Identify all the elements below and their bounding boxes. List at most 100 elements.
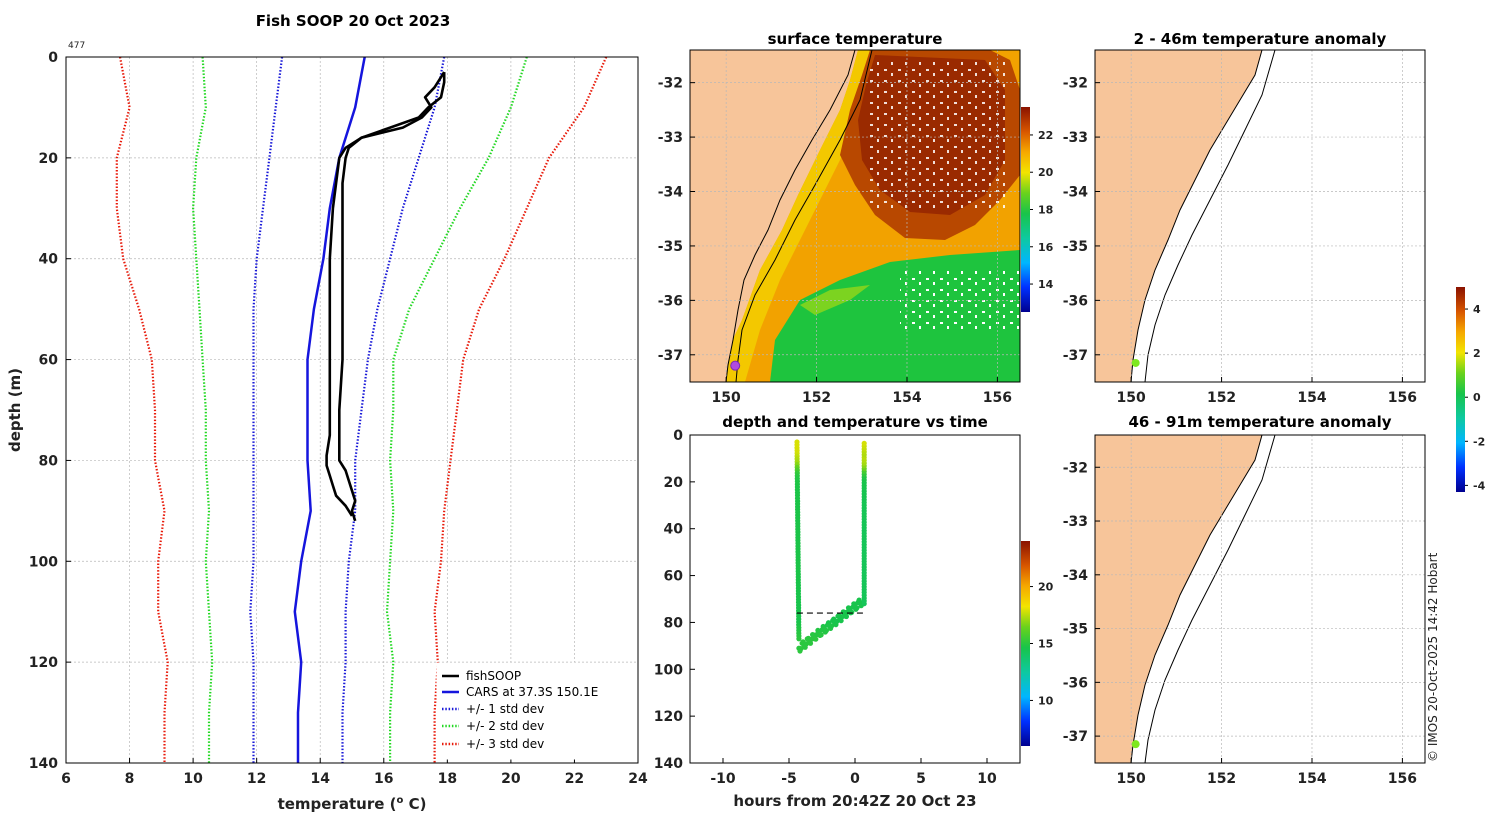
anom-lower-field <box>1095 435 1276 763</box>
dt-ytick-label: 40 <box>664 522 684 538</box>
map-xtick-label: 152 <box>1207 771 1236 787</box>
map-xtick-label: 152 <box>802 390 831 406</box>
dt-title: depth and temperature vs time <box>722 413 988 431</box>
profile-xtick-label: 14 <box>310 771 330 787</box>
dt-ytick-label: 60 <box>664 569 684 585</box>
anom-lower-axes <box>1094 434 1426 764</box>
anom-lower-coastline <box>1095 435 1263 763</box>
sst-coastline <box>690 50 856 382</box>
dt-axes <box>689 434 1021 764</box>
anom-upper-field <box>1095 50 1276 382</box>
sst-isobath <box>735 50 873 382</box>
dt-xlabel: hours from 20:42Z 20 Oct 23 <box>733 792 976 810</box>
profile-xtick-label: 8 <box>125 771 135 787</box>
sst-site-marker <box>730 360 741 371</box>
sst-front <box>800 285 870 315</box>
profile-xtick-label: 18 <box>438 771 457 787</box>
dt-ytick-label: 0 <box>673 428 683 444</box>
profile-xlabel: temperature (o C) <box>278 795 427 813</box>
profile-ytick-label: 60 <box>39 353 59 369</box>
map-ytick-label: -35 <box>1063 622 1088 638</box>
map-ytick-label: -37 <box>1063 729 1088 745</box>
profile-xtick-label: 12 <box>247 771 266 787</box>
colorbar-tick-label: 10 <box>1038 694 1054 707</box>
anom-upper-ticks: 150 152 154 156 -32 -33 -34 -35 -36 -37 <box>1063 76 1417 406</box>
profile-xticks: 6 8 10 12 14 16 18 20 22 24 <box>61 758 648 787</box>
anom-lower-site-marker <box>1131 740 1140 749</box>
legend-label-cars: CARS at 37.3S 150.1E <box>466 685 598 699</box>
sst-grid <box>690 50 1020 382</box>
dt-sample-point <box>798 646 804 652</box>
sst-title: surface temperature <box>768 30 943 48</box>
profile-xtick-label: 6 <box>61 771 71 787</box>
map-ytick-label: -36 <box>658 293 683 309</box>
copyright-text: © IMOS 20-Oct-2025 14:42 Hobart <box>1426 552 1440 762</box>
anom-upper-isobath <box>1144 50 1276 382</box>
anom-upper-site-marker <box>1131 358 1140 367</box>
legend-label-std1: +/- 1 std dev <box>466 702 544 716</box>
dt-plot <box>794 439 867 654</box>
colorbar-tick-label: 20 <box>1038 166 1054 179</box>
profile-xtick-label: 22 <box>565 771 584 787</box>
map-ytick-label: -35 <box>1063 239 1088 255</box>
profile-xtick-label: 10 <box>183 771 203 787</box>
colorbar-tick-label: 15 <box>1038 638 1053 651</box>
series-std3-upper <box>433 56 608 763</box>
map-xtick-label: 150 <box>1117 771 1146 787</box>
series-std2-upper <box>385 56 528 763</box>
dt-sample-point <box>838 618 844 624</box>
profile-axes <box>65 56 639 764</box>
anom-lower-ticks: 150 152 154 156 -32 -33 -34 -35 -36 -37 <box>1063 460 1417 787</box>
map-ytick-label: -36 <box>1063 675 1088 691</box>
dt-sample-point <box>849 609 855 615</box>
colorbar-tick-label: 4 <box>1473 303 1481 316</box>
map-ytick-label: -35 <box>658 239 683 255</box>
dt-sample-point <box>807 640 814 646</box>
map-xtick-label: 150 <box>712 390 741 406</box>
sst-colorbar-ticks: 22 20 18 16 14 <box>1030 129 1054 291</box>
dt-ytick-label: 20 <box>664 475 684 491</box>
dt-colorbar <box>1021 541 1030 746</box>
map-ytick-label: -32 <box>658 76 683 92</box>
map-ytick-label: -37 <box>658 348 683 364</box>
dt-xtick-label: 5 <box>916 771 926 787</box>
series-std2-lower <box>192 56 214 763</box>
anomaly-colorbar-ticks: 4 2 0 -2 -4 <box>1465 303 1486 492</box>
dt-xtick-label: -10 <box>710 771 736 787</box>
map-ytick-label: -34 <box>658 185 684 201</box>
dt-sample-point <box>829 623 835 629</box>
map-xtick-label: 154 <box>1297 771 1326 787</box>
anom-upper-coastline <box>1095 50 1263 382</box>
colorbar-tick-label: 16 <box>1038 241 1054 254</box>
dt-xtick-label: -5 <box>781 771 797 787</box>
legend-label-std2: +/- 2 std dev <box>466 719 544 733</box>
map-xtick-label: 154 <box>892 390 921 406</box>
dt-ytick-label: 80 <box>664 615 684 631</box>
series-std1-lower <box>249 56 284 763</box>
anom-lower-grid <box>1095 435 1425 763</box>
profile-yticks: 0 20 40 60 80 100 120 140 <box>29 50 71 772</box>
dt-colorbar-ticks: 20 15 10 <box>1030 581 1054 707</box>
profile-legend: fishSOOP CARS at 37.3S 150.1E +/- 1 std … <box>436 662 634 760</box>
anom-lower-isobath <box>1144 435 1276 763</box>
sst-cloud-gaps <box>870 60 1010 210</box>
profile-ytick-label: 40 <box>39 252 59 268</box>
map-ytick-label: -34 <box>1063 568 1089 584</box>
anom-upper-grid <box>1095 50 1425 382</box>
dt-ytick-label: 140 <box>654 756 683 772</box>
dt-sample-point <box>818 632 824 638</box>
colorbar-tick-label: 2 <box>1473 347 1481 360</box>
map-ytick-label: -36 <box>1063 293 1088 309</box>
colorbar-tick-label: 22 <box>1038 129 1053 142</box>
colorbar-tick-label: 18 <box>1038 204 1053 217</box>
map-ytick-label: -34 <box>1063 185 1089 201</box>
map-xtick-label: 156 <box>1388 771 1417 787</box>
dt-sample-point <box>813 636 819 642</box>
colorbar-tick-label: 0 <box>1473 391 1481 404</box>
dt-xtick-label: 0 <box>850 771 860 787</box>
colorbar-tick-label: -4 <box>1473 479 1486 492</box>
map-ytick-label: -33 <box>1063 130 1088 146</box>
anomaly-colorbar <box>1456 287 1465 492</box>
dt-sample-point <box>796 636 802 642</box>
